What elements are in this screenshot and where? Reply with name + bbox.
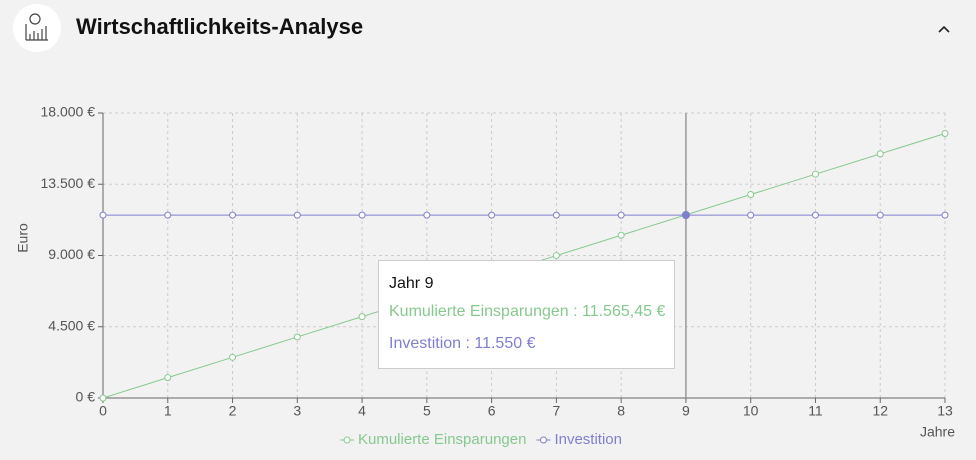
legend-label: Investition [554,431,622,448]
x-axis-label: Jahre [920,424,955,440]
data-point [229,211,237,219]
data-point [747,191,755,199]
icon [25,13,48,41]
tooltip-line: Investition : 11.550 € [389,335,536,352]
data-point [293,211,301,219]
y-tick-label: 9.000 € [48,246,95,262]
y-tick-label: 18.000 € [41,104,96,120]
x-tick-label: 10 [743,403,759,419]
x-tick-label: 2 [229,403,237,419]
x-tick-label: 6 [488,403,496,419]
x-tick-label: 0 [99,403,107,419]
collapse-toggle[interactable] [938,25,950,33]
data-point [747,211,755,219]
data-point [99,211,107,219]
data-point [617,231,625,239]
data-point [552,252,560,260]
icon-bg [13,4,61,52]
x-tick-label: 11 [808,403,823,419]
data-point [358,313,366,321]
data-point [681,211,690,220]
data-point [164,374,172,382]
data-point [811,170,819,178]
x-tick-label: 13 [937,403,953,419]
x-tick-label: 8 [617,403,625,419]
data-point [811,211,819,219]
data-point [99,394,107,402]
data-point [164,211,172,219]
legend-swatch [343,436,351,444]
legend-label: Kumulierte Einsparungen [358,431,526,448]
plot: 0 €4.500 €9.000 €13.500 €18.000 €0 1 2 3 4 5 6… [41,104,953,419]
tooltip: Jahr 9 Kumulierte Einsparungen : 11.565,… [378,260,675,369]
data-point [941,211,949,219]
x-tick-label: 1 [164,403,172,419]
data-point [293,333,301,341]
legend-swatch [539,436,547,444]
x-tick-label: 5 [423,403,431,419]
y-tick-label: 13.500 € [41,175,96,191]
data-point [941,129,949,137]
data-point [488,211,496,219]
y-tick-label: 0 € [76,389,96,405]
tooltip-line: Kumulierte Einsparungen : 11.565,45 € [389,303,666,320]
data-point [358,211,366,219]
x-tick-label: 12 [872,403,888,419]
tooltip-title: Jahr 9 [389,275,434,292]
x-tick-label: 4 [358,403,366,419]
header-title: Wirtschaftlichkeits-Analyse [76,14,363,39]
data-point [229,353,237,361]
y-axis-label: Euro [15,223,31,253]
x-tick-label: 9 [682,403,690,419]
x-tick-label: 7 [552,403,560,419]
data-point [552,211,560,219]
data-point [876,150,884,158]
x-tick-label: 3 [293,403,301,419]
y-tick-label: 4.500 € [48,317,95,333]
data-point [423,211,431,219]
data-point [876,211,884,219]
data-point [617,211,625,219]
